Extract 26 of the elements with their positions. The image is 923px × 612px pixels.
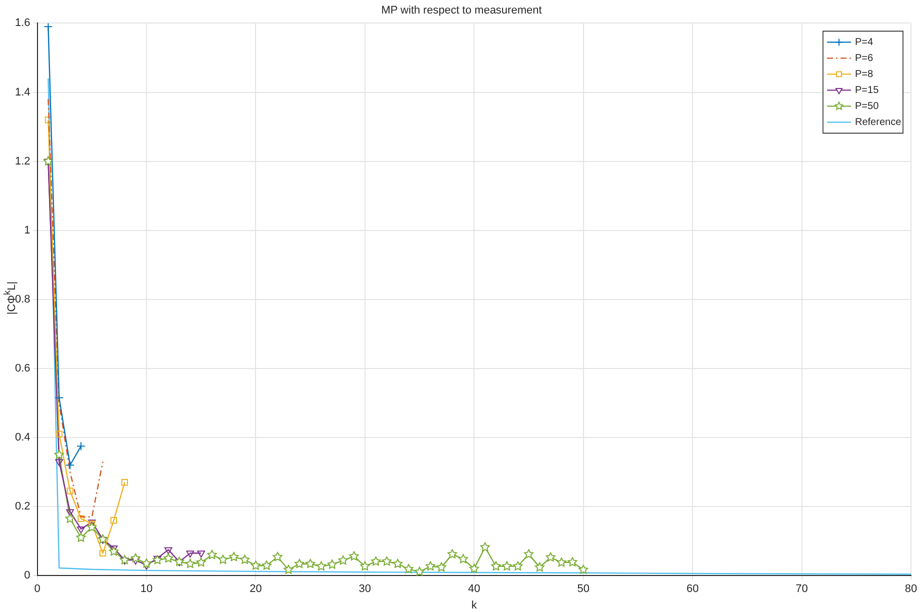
x-tick-label: 70 xyxy=(796,583,808,596)
x-tick-label: 30 xyxy=(358,583,372,596)
x-axis-title: k xyxy=(471,599,478,612)
legend-label: P=6 xyxy=(855,52,874,64)
legend-label: P=4 xyxy=(855,36,874,48)
x-tick-label: 40 xyxy=(468,583,480,596)
legend-label: Reference xyxy=(855,116,902,128)
y-tick-label: 0.8 xyxy=(14,293,30,306)
legend-label: P=15 xyxy=(855,84,880,96)
legend-label: P=50 xyxy=(855,100,880,112)
x-tick-label: 0 xyxy=(34,583,40,596)
y-tick-label: 1.6 xyxy=(14,17,30,30)
y-tick-label: 1 xyxy=(24,224,30,236)
y-tick-label: 0 xyxy=(24,570,30,582)
legend-label: P=8 xyxy=(855,68,874,80)
x-tick-label: 20 xyxy=(250,583,262,596)
x-tick-label: 80 xyxy=(904,583,918,596)
y-tick-label: 1.2 xyxy=(14,155,30,168)
y-tick-label: 0.2 xyxy=(14,500,30,513)
y-tick-label: 0.6 xyxy=(14,362,30,374)
x-tick-label: 10 xyxy=(140,583,153,596)
y-tick-label: 0.4 xyxy=(14,432,30,444)
x-tick-label: 60 xyxy=(686,583,699,596)
y-tick-label: 1.4 xyxy=(14,86,30,98)
chart-title: MP with respect to measurement xyxy=(381,4,542,17)
x-tick-label: 50 xyxy=(577,583,590,596)
